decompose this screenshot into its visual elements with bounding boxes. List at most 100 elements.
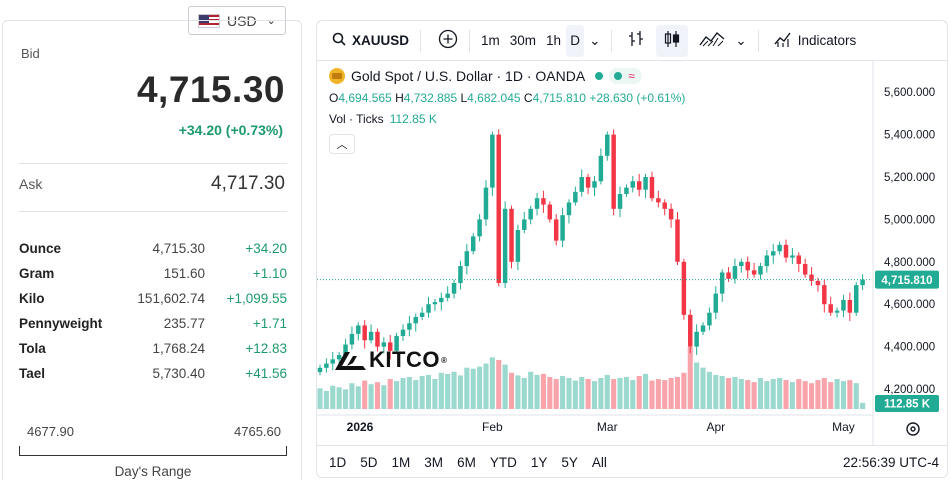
- interval-menu-button[interactable]: ⌄: [584, 25, 605, 57]
- candle-body: [853, 285, 859, 313]
- indicators-label: Indicators: [797, 33, 857, 48]
- interval-1h[interactable]: 1h: [546, 33, 562, 48]
- volume-bar: [764, 381, 770, 409]
- registered-mark: ®: [440, 355, 448, 365]
- candle-body: [509, 208, 514, 262]
- range-ytd[interactable]: YTD: [489, 455, 517, 470]
- gold-coin-icon: [329, 68, 345, 84]
- chevron-down-icon: ⌄: [735, 32, 747, 48]
- compare-button[interactable]: [433, 25, 463, 57]
- chart-type-menu-button[interactable]: ⌄: [730, 25, 751, 57]
- candle-body: [847, 299, 853, 313]
- delayed-icon: ≈: [628, 69, 635, 83]
- candle-body: [585, 177, 591, 188]
- candle-body: [534, 198, 540, 209]
- volume-bar: [381, 385, 387, 409]
- divider: [469, 29, 471, 52]
- volume-bar: [808, 383, 815, 409]
- clock-time[interactable]: 22:56:39 UTC-4: [842, 455, 939, 470]
- candle-body: [764, 255, 770, 267]
- unit-name: Gram: [19, 266, 55, 281]
- range-1d[interactable]: 1D: [329, 455, 347, 470]
- unit-change: +12.83: [245, 341, 287, 356]
- candle-body: [624, 187, 629, 194]
- chart-legend-title: Gold Spot / U.S. Dollar · 1D · OANDA ≈: [329, 68, 642, 84]
- volume-bar: [732, 376, 738, 409]
- candle-body: [477, 219, 482, 237]
- volume-bar: [502, 364, 508, 409]
- volume-bar: [662, 380, 668, 409]
- area-chart-icon: [699, 29, 725, 52]
- volume-bar: [655, 379, 661, 409]
- bar-style-button[interactable]: [622, 25, 650, 57]
- range-1y[interactable]: 1Y: [530, 455, 548, 470]
- volume-bar: [451, 371, 457, 409]
- kitco-wordmark: KITCO: [369, 347, 440, 372]
- indicators-button[interactable]: Indicators: [769, 25, 862, 57]
- volume-bar: [362, 380, 368, 409]
- unit-name: Pennyweight: [19, 316, 103, 331]
- symbol-search[interactable]: XAUUSD: [327, 25, 414, 57]
- candle-body: [502, 208, 508, 284]
- range-1m[interactable]: 1M: [391, 455, 411, 470]
- candle-body: [758, 266, 763, 275]
- indicators-icon: [774, 30, 792, 51]
- x-tick-label: Mar: [597, 420, 618, 434]
- volume-bar: [368, 384, 374, 409]
- volume-bar: [566, 378, 572, 409]
- volume-bar: [400, 378, 406, 409]
- candle-body: [336, 355, 342, 360]
- divider: [19, 163, 287, 164]
- candle-body: [413, 316, 418, 324]
- candle-body: [432, 302, 438, 305]
- volume-bar: [617, 378, 623, 409]
- range-5d[interactable]: 5D: [360, 455, 378, 470]
- settings-icon[interactable]: [903, 419, 923, 439]
- candle-body: [822, 285, 827, 305]
- candle-body: [726, 272, 731, 279]
- candle-body: [694, 331, 699, 347]
- volume-bar: [853, 383, 859, 409]
- ask-price: 4,717.30: [211, 173, 285, 194]
- volume-bar: [770, 379, 776, 409]
- low-label: L: [460, 91, 468, 105]
- unit-value: 1,768.24: [152, 341, 205, 356]
- bid-price: 4,715.30: [136, 69, 285, 110]
- price-chart[interactable]: 5,600.000 5,400.000 5,200.000 5,000.000 4,80…: [317, 61, 948, 445]
- volume-bar: [828, 382, 834, 409]
- volume-bar: [534, 374, 540, 409]
- unit-row-tola: Tola 1,768.24 +12.83: [19, 336, 287, 361]
- volume-bar: [349, 383, 355, 409]
- candle-body: [777, 244, 782, 252]
- unit-change: +41.56: [245, 366, 287, 381]
- volume-bar: [611, 379, 617, 409]
- range-3m[interactable]: 3M: [424, 455, 444, 470]
- volume-bar: [649, 380, 655, 409]
- range-all[interactable]: All: [591, 455, 607, 470]
- unit-change: +34.20: [245, 241, 287, 256]
- candle-body: [643, 177, 648, 190]
- candle-body: [349, 333, 355, 345]
- close-value: 4,715.810: [532, 91, 586, 105]
- candle-body: [375, 331, 380, 347]
- candle-body: [617, 193, 623, 209]
- volume-bar: [834, 379, 840, 409]
- interval-30m[interactable]: 30m: [509, 33, 537, 48]
- candle-body: [707, 312, 712, 326]
- candle-body: [362, 325, 367, 341]
- volume-bar: [706, 371, 712, 409]
- candle-body: [541, 198, 546, 205]
- volume-bar: [840, 381, 847, 409]
- unit-name: Tola: [19, 341, 46, 356]
- candles-button[interactable]: [656, 24, 689, 57]
- range-6m[interactable]: 6M: [457, 455, 476, 470]
- y-tick-label: 5,200.000: [884, 172, 935, 184]
- volume-bar: [317, 388, 323, 409]
- area-style-button[interactable]: [694, 25, 730, 57]
- interval-1m[interactable]: 1m: [481, 33, 500, 48]
- volume-bar: [796, 379, 802, 409]
- range-5y[interactable]: 5Y: [561, 455, 578, 470]
- interval-d[interactable]: D: [566, 24, 585, 57]
- candle-body: [605, 134, 610, 156]
- collapse-legend-button[interactable]: ︿: [329, 134, 355, 154]
